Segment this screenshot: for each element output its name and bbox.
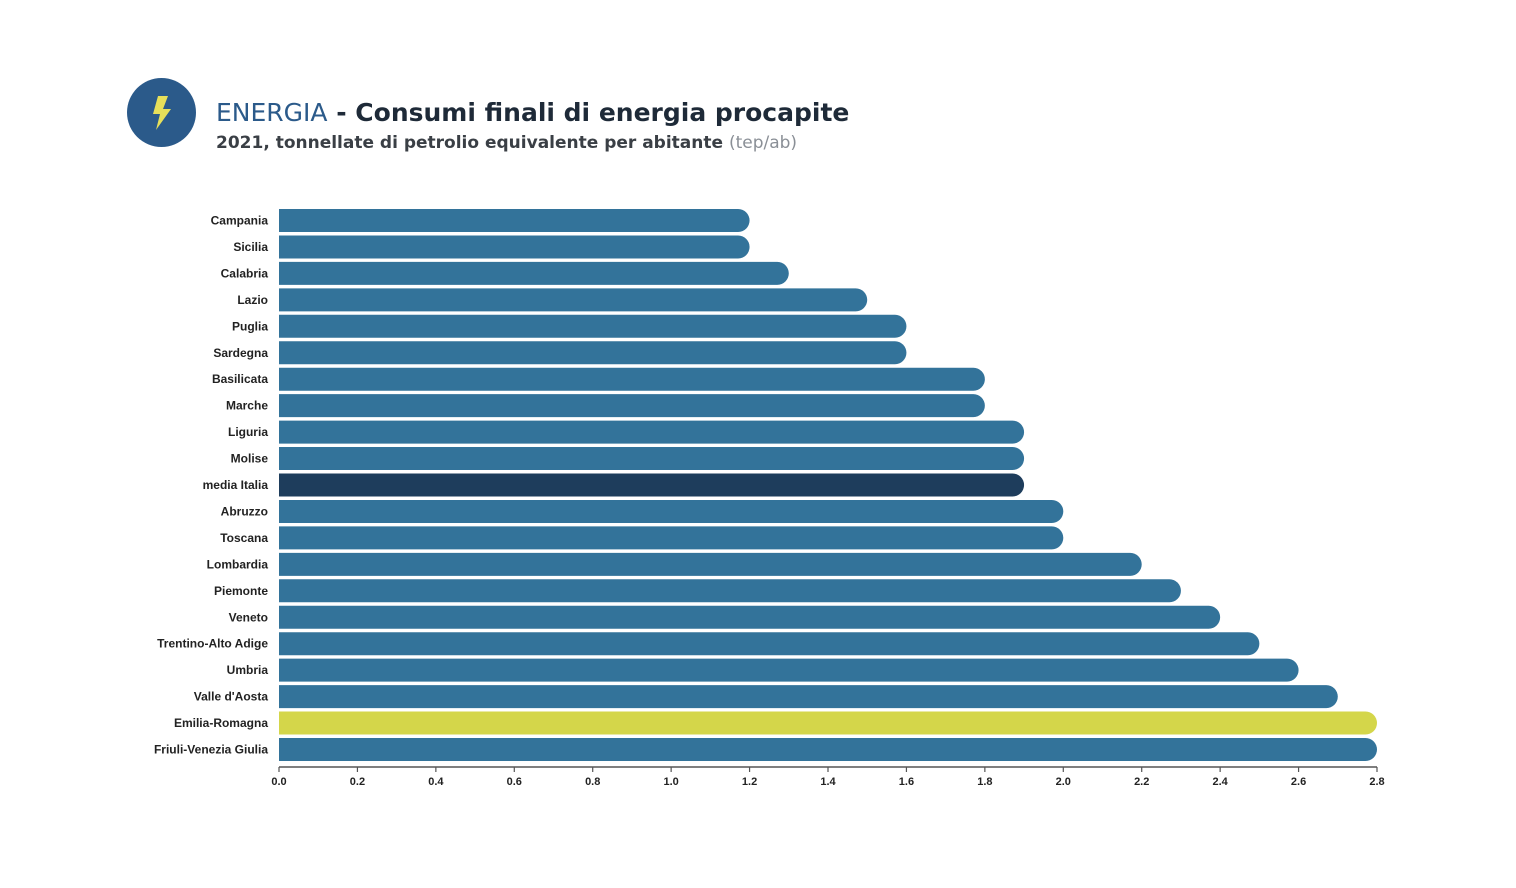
category-label: Calabria xyxy=(221,266,269,280)
bar-valle-d-aosta xyxy=(279,685,1338,709)
x-tick-label: 0.6 xyxy=(507,776,522,788)
bar-liguria xyxy=(279,420,1025,444)
x-tick-label: 2.8 xyxy=(1369,776,1384,788)
bar-abruzzo xyxy=(279,499,1064,523)
x-tick-label: 2.0 xyxy=(1056,776,1071,788)
category-label: Campania xyxy=(211,214,269,228)
x-tick-label: 1.2 xyxy=(742,776,757,788)
category-label: Umbria xyxy=(227,663,269,677)
lightning-bolt-icon xyxy=(153,96,171,130)
bar-friuli-venezia-giulia xyxy=(279,738,1377,761)
x-tick-label: 0.0 xyxy=(271,776,286,788)
bar-lazio xyxy=(279,288,868,312)
x-tick-label: 2.6 xyxy=(1291,776,1306,788)
category-label: Puglia xyxy=(232,319,268,333)
category-label: Lombardia xyxy=(207,557,269,571)
x-tick-label: 1.6 xyxy=(899,776,914,788)
category-label: Emilia-Romagna xyxy=(174,716,268,730)
x-tick-label: 2.4 xyxy=(1212,776,1228,788)
bar-media-italia xyxy=(279,473,1025,497)
bar-puglia xyxy=(279,314,907,338)
x-tick-label: 1.4 xyxy=(820,776,836,788)
bar-basilicata xyxy=(279,367,985,391)
bar-umbria xyxy=(279,658,1299,682)
bar-piemonte xyxy=(279,579,1181,603)
category-label: Piemonte xyxy=(214,584,268,598)
chart-subtitle: 2021, tonnellate di petrolio equivalente… xyxy=(216,133,797,153)
category-label: Valle d'Aosta xyxy=(194,690,269,704)
bar-calabria xyxy=(279,261,789,285)
x-tick-label: 2.2 xyxy=(1134,776,1149,788)
x-tick-label: 0.2 xyxy=(350,776,365,788)
bar-molise xyxy=(279,447,1025,471)
category-label: Molise xyxy=(231,452,269,466)
category-label: Sicilia xyxy=(233,240,268,254)
chart-title: ENERGIA - Consumi finali di energia proc… xyxy=(216,98,849,127)
x-tick-label: 1.0 xyxy=(663,776,678,788)
bar-marche xyxy=(279,394,985,418)
x-tick-label: 0.8 xyxy=(585,776,600,788)
category-label: Marche xyxy=(226,399,268,413)
bar-campania xyxy=(279,209,750,233)
title-accent: ENERGIA xyxy=(216,98,328,127)
category-label: Veneto xyxy=(229,610,268,624)
x-tick-label: 0.4 xyxy=(428,776,444,788)
bar-lombardia xyxy=(279,552,1142,576)
category-label: Friuli-Venezia Giulia xyxy=(154,743,268,757)
bar-toscana xyxy=(279,526,1064,550)
x-tick-label: 1.8 xyxy=(977,776,992,788)
category-label: Basilicata xyxy=(212,372,268,386)
category-label: Liguria xyxy=(228,425,268,439)
subtitle-main: 2021, tonnellate di petrolio equivalente… xyxy=(216,133,729,153)
category-label: Lazio xyxy=(237,293,268,307)
bar-sardegna xyxy=(279,341,907,365)
category-label: media Italia xyxy=(203,478,269,492)
category-label: Toscana xyxy=(220,531,268,545)
bar-trentino-alto-adige xyxy=(279,632,1260,656)
bar-veneto xyxy=(279,605,1221,629)
category-label: Abruzzo xyxy=(221,504,268,518)
category-label: Sardegna xyxy=(213,346,268,360)
category-label: Trentino-Alto Adige xyxy=(157,637,268,651)
energy-badge xyxy=(127,78,196,147)
title-rest: - Consumi finali di energia procapite xyxy=(327,98,850,127)
subtitle-unit: (tep/ab) xyxy=(728,133,798,153)
bar-sicilia xyxy=(279,235,750,259)
bar-emilia-romagna xyxy=(279,711,1377,735)
